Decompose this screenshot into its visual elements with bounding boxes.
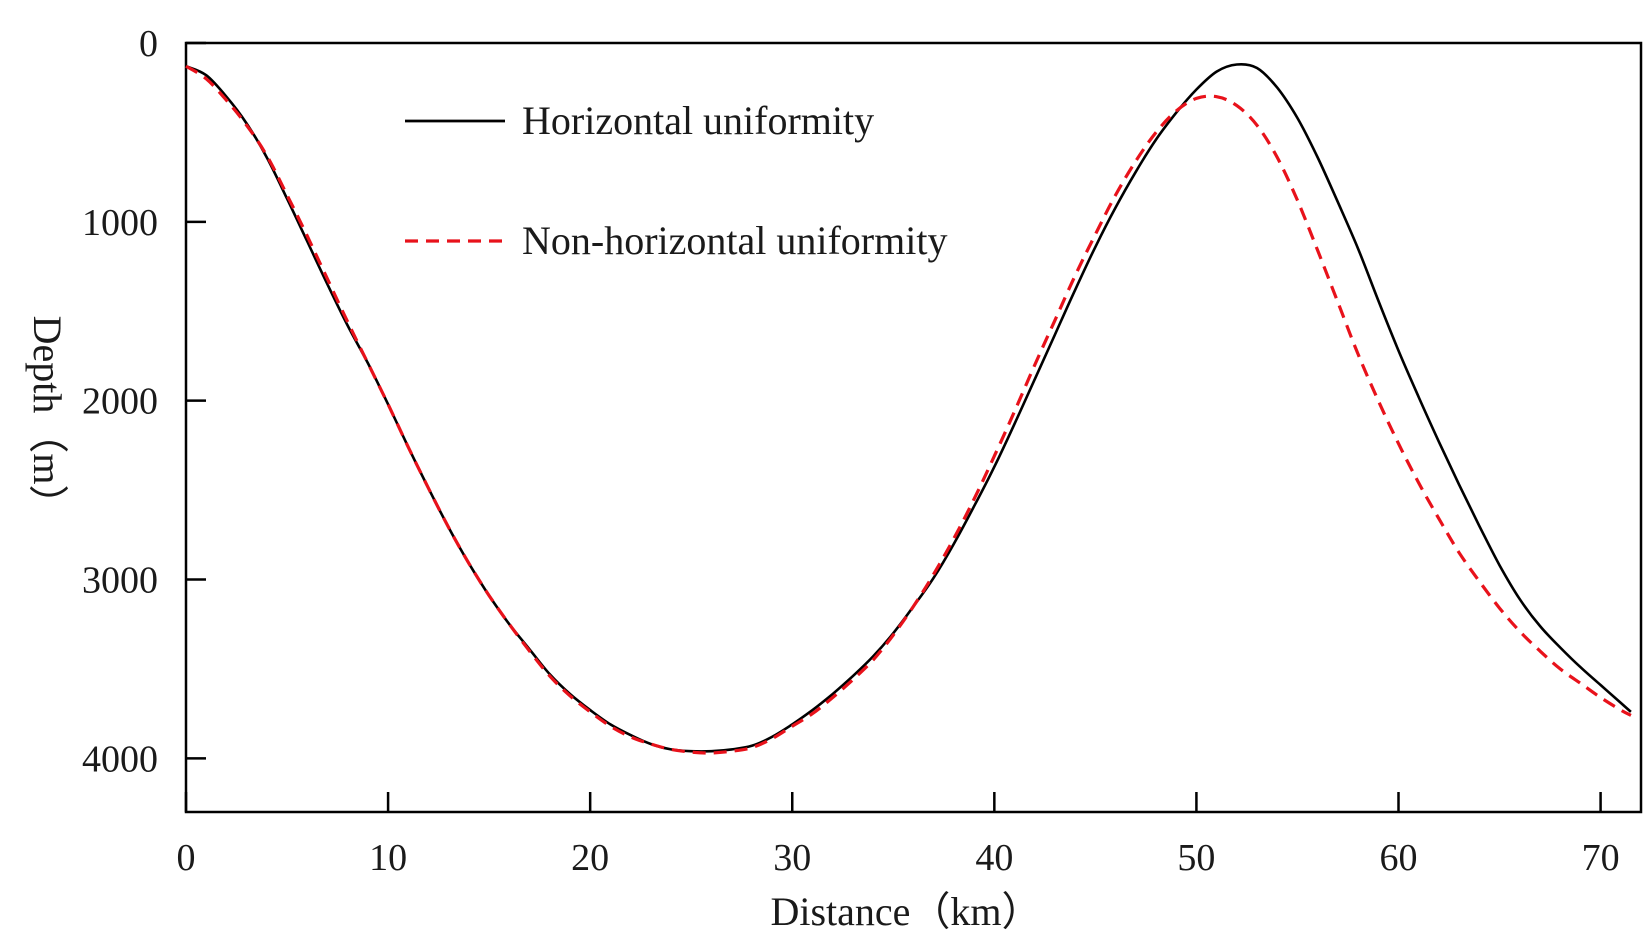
y-tick-label: 3000 — [82, 560, 158, 602]
series-line-non-horizontal-uniformity — [185, 64, 1632, 755]
x-axis-ticks: 0 10 20 30 40 50 60 70 — [177, 792, 1620, 879]
x-axis-title: Distance（km） — [770, 889, 1041, 934]
x-tick-label: 70 — [1582, 837, 1620, 879]
y-tick-label: 4000 — [82, 738, 158, 780]
legend-label-non-horizontal-uniformity: Non-horizontal uniformity — [522, 218, 947, 263]
y-tick-label: 0 — [139, 23, 158, 65]
x-tick-label: 40 — [975, 837, 1013, 879]
x-tick-label: 50 — [1177, 837, 1215, 879]
x-tick-label: 10 — [369, 837, 407, 879]
y-axis-title: Depth（m） — [25, 316, 70, 525]
x-tick-label: 20 — [571, 837, 609, 879]
x-tick-label: 0 — [177, 837, 196, 879]
legend-label-horizontal-uniformity: Horizontal uniformity — [522, 98, 874, 143]
y-tick-label: 2000 — [82, 381, 158, 423]
x-tick-label: 30 — [773, 837, 811, 879]
series-layer — [185, 62, 1632, 755]
y-axis-ticks: 0 1000 2000 3000 4000 — [82, 23, 206, 780]
x-tick-label: 60 — [1380, 837, 1418, 879]
legend: Horizontal uniformity Non-horizontal uni… — [405, 98, 947, 263]
plot-frame — [184, 41, 1643, 814]
y-tick-label: 1000 — [82, 202, 158, 244]
